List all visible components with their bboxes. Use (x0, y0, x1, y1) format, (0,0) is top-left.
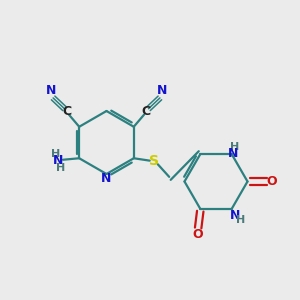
Text: O: O (192, 228, 202, 242)
Text: N: N (46, 84, 56, 97)
Text: C: C (142, 105, 151, 118)
Text: O: O (267, 175, 278, 188)
Text: S: S (149, 154, 159, 168)
Text: C: C (62, 105, 71, 118)
Text: H: H (236, 215, 245, 225)
Text: H: H (230, 142, 239, 152)
Text: N: N (157, 84, 167, 97)
Text: H: H (56, 163, 65, 173)
Text: H: H (52, 149, 61, 159)
Text: N: N (230, 209, 240, 222)
Text: N: N (101, 172, 112, 185)
Text: N: N (228, 147, 238, 160)
Text: N: N (53, 154, 64, 167)
